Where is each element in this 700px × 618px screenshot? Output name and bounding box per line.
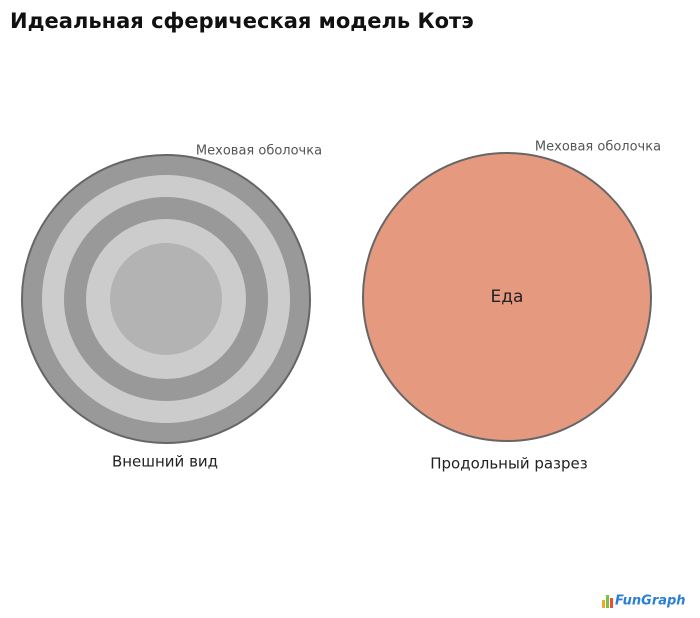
logo-bar	[610, 598, 613, 608]
cross-section: Еда Меховая оболочка Продольный разрез	[362, 140, 661, 473]
title: Идеальная сферическая модель Котэ	[10, 9, 474, 33]
center-label: Еда	[491, 287, 524, 307]
logo-bar	[606, 595, 609, 608]
section-circle	[362, 152, 652, 442]
annotation: Меховая оболочка	[535, 140, 661, 155]
annotation: Меховая оболочка	[196, 144, 322, 159]
caption: Внешний вид	[112, 453, 218, 471]
core	[110, 243, 222, 355]
logo-bar	[602, 600, 605, 608]
logo: FunGraph	[602, 594, 686, 609]
exterior-view: Меховая оболочка Внешний вид	[21, 144, 322, 471]
logo-text: FunGraph	[615, 594, 686, 609]
caption: Продольный разрез	[430, 455, 588, 473]
